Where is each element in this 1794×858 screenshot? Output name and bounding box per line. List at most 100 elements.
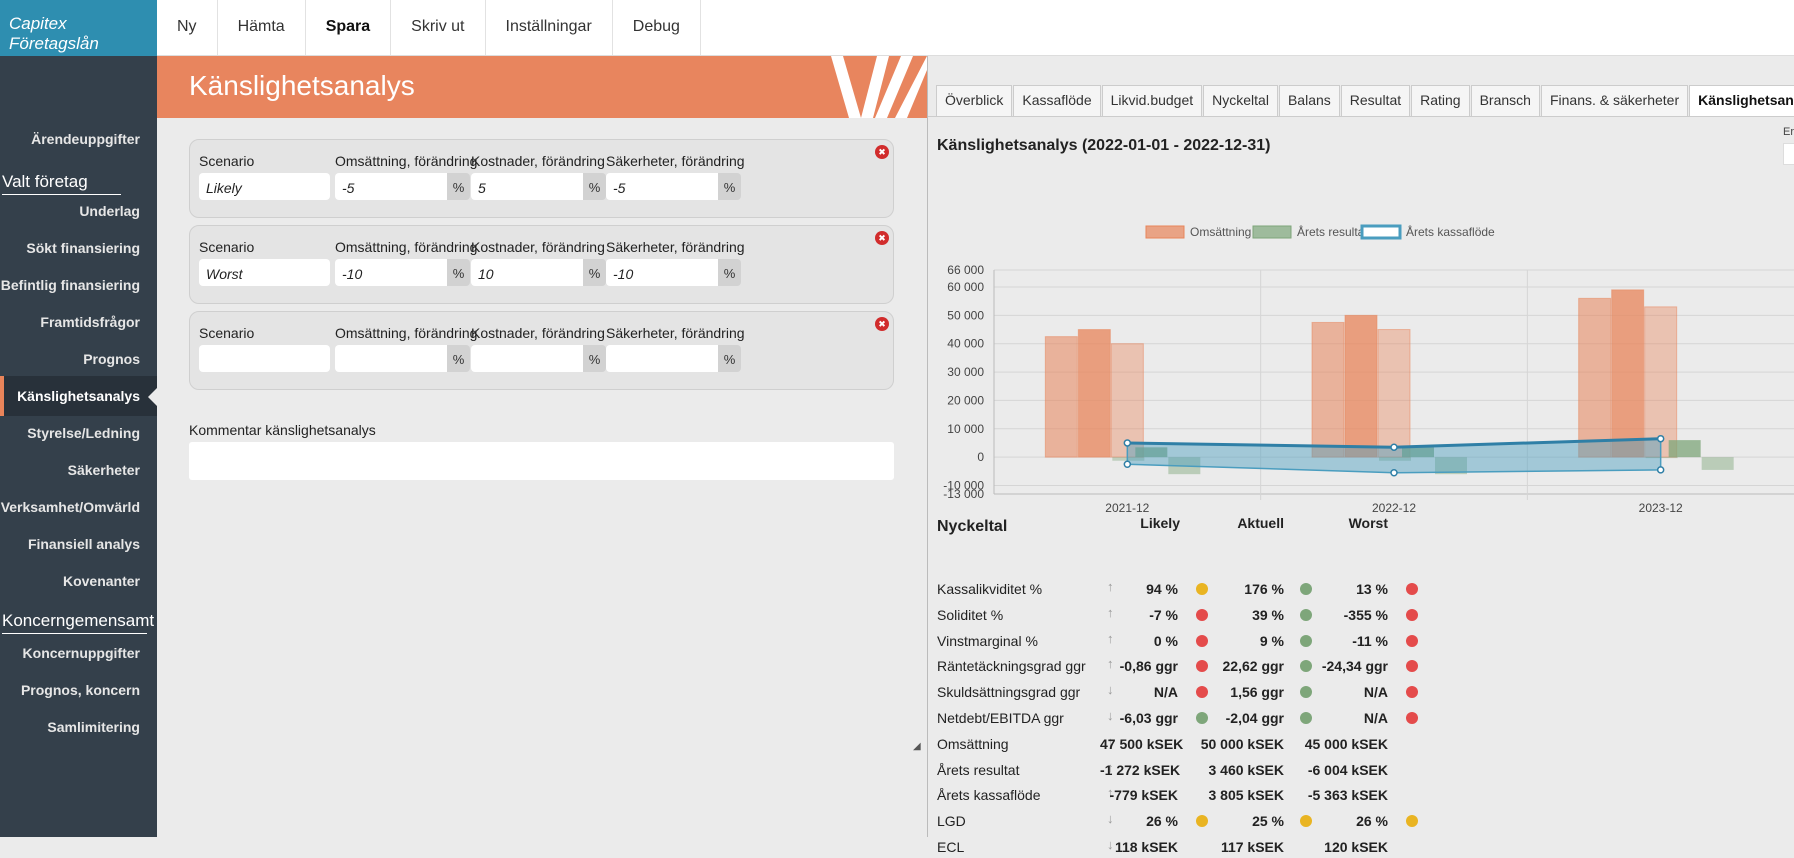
- point-arets-kassaflode: [1390, 443, 1398, 451]
- sakerheter-input[interactable]: -10: [606, 259, 718, 286]
- kpi-name: Omsättning: [937, 735, 1009, 752]
- tab-finans-sakerheter[interactable]: Finans. & säkerheter: [1540, 85, 1689, 116]
- nav-hamta[interactable]: Hämta: [218, 0, 306, 55]
- resize-handle-icon[interactable]: ◢: [913, 741, 921, 752]
- tab-bransch[interactable]: Bransch: [1470, 85, 1540, 116]
- sidebar-section-valt-foretag: Valt företag: [2, 172, 121, 195]
- kostnader-input[interactable]: [471, 345, 583, 372]
- kpi-value: -6,03 ggr: [1119, 710, 1178, 726]
- tab-underline: [928, 116, 1794, 117]
- scenario-name-input[interactable]: [199, 345, 330, 372]
- scenario-panel: Scenario Omsättning, förändring Kostnade…: [157, 118, 927, 837]
- tab-kanslighetsanalys[interactable]: Känslighetsanalys: [1689, 85, 1794, 116]
- scenario-name-input[interactable]: Worst: [199, 259, 330, 286]
- tab-kassaflode[interactable]: Kassaflöde: [1013, 85, 1101, 116]
- nav-debug[interactable]: Debug: [613, 0, 701, 55]
- omsattning-input[interactable]: -10: [335, 259, 447, 286]
- brand-logo[interactable]: Capitex Företagslån: [0, 0, 157, 56]
- sidebar-item-samlimitering[interactable]: Samlimitering: [47, 719, 140, 735]
- percent-addon: %: [718, 345, 741, 372]
- point-arets-kassaflode: [1123, 460, 1132, 468]
- status-dot-icon: [1300, 712, 1312, 724]
- percent-addon: %: [583, 173, 606, 200]
- sidebar-item-kanslighetsanalys[interactable]: Känslighetsanalys: [0, 376, 157, 416]
- bar-arets-resultat: [1135, 447, 1168, 458]
- bar-omsattning: [1077, 329, 1111, 458]
- omsattning-input[interactable]: [335, 345, 447, 372]
- panel-divider[interactable]: [927, 56, 928, 837]
- kpi-col-likely: Likely: [1140, 515, 1180, 531]
- sakerheter-input[interactable]: -5: [606, 173, 718, 200]
- kpi-value: -1 272 kSEK: [1100, 761, 1181, 778]
- status-dot-icon: [1196, 634, 1208, 647]
- tab-nyckeltal[interactable]: Nyckeltal: [1203, 85, 1278, 116]
- trash-icon[interactable]: ✖: [875, 145, 889, 159]
- trash-icon[interactable]: ✖: [875, 317, 889, 331]
- kostnader-label: Kostnader, förändring: [471, 239, 605, 255]
- page-title: Känslighetsanalys: [189, 70, 415, 101]
- sidebar-item-befintlig-finansiering[interactable]: Befintlig finansiering: [0, 277, 140, 293]
- sidebar-item-arendeuppgifter[interactable]: Ärendeuppgifter: [31, 131, 140, 147]
- scenario-label: Scenario: [199, 325, 255, 341]
- comment-textarea[interactable]: [189, 442, 894, 480]
- kpi-row: Omsättning ↑ 47 500 kSEK 50 000 kSEK 45 000 …: [937, 733, 1794, 755]
- arrow-up-icon: ↑: [1107, 785, 1114, 801]
- bar-omsattning: [1611, 289, 1645, 458]
- status-dot-icon: [1300, 815, 1312, 828]
- kpi-value: 25 %: [1252, 813, 1284, 830]
- omsattning-input[interactable]: -5: [335, 173, 447, 200]
- legend-swatch: [1360, 224, 1402, 240]
- arrow-up-icon: ↑: [1107, 579, 1114, 594]
- kpi-value: 118 kSEK: [1114, 839, 1178, 855]
- kpi-row: Årets resultat ↑ -1 272 kSEK 3 460 kSEK -6 0…: [937, 759, 1794, 781]
- sidebar-item-koncernuppgifter[interactable]: Koncernuppgifter: [22, 645, 140, 661]
- sidebar-item-styrelse-ledning[interactable]: Styrelse/Ledning: [27, 425, 140, 441]
- sidebar-item-framtidsfragor[interactable]: Framtidsfrågor: [40, 314, 140, 330]
- omsattning-label: Omsättning, förändring: [335, 153, 478, 169]
- y-tick-label: 50 000: [947, 308, 984, 322]
- bar-omsattning: [1311, 321, 1345, 458]
- banner-logo-icon: [831, 56, 927, 118]
- arrow-up-icon: ↑: [1107, 656, 1114, 672]
- tab-balans[interactable]: Balans: [1278, 85, 1340, 116]
- legend-label: Omsättning: [1190, 225, 1251, 239]
- y-tick-label: 66 000: [947, 263, 984, 277]
- arrow-down-icon: ↓: [1107, 811, 1114, 827]
- sidebar-item-prognos-koncern[interactable]: Prognos, koncern: [20, 682, 140, 698]
- bar-arets-resultat: [1435, 457, 1467, 475]
- legend-label: Årets resultat: [1297, 224, 1368, 239]
- arrow-up-icon: ↑: [1107, 759, 1114, 775]
- tab-resultat[interactable]: Resultat: [1340, 85, 1411, 116]
- sidebar-item-sakerheter[interactable]: Säkerheter: [67, 462, 140, 478]
- sidebar-item-sokt-finansiering[interactable]: Sökt finansiering: [26, 240, 140, 256]
- nav-installningar[interactable]: Inställningar: [486, 0, 613, 55]
- sidebar-item-prognos[interactable]: Prognos: [83, 351, 140, 367]
- nav-ny[interactable]: Ny: [157, 0, 218, 55]
- kpi-value: 26 %: [1146, 813, 1178, 830]
- tab-rating[interactable]: Rating: [1411, 85, 1470, 116]
- tab-overblick[interactable]: Överblick: [936, 85, 1013, 116]
- nav-skriv-ut[interactable]: Skriv ut: [391, 0, 486, 55]
- status-dot-icon: [1196, 686, 1208, 699]
- x-tick-label: 2022-12: [1372, 501, 1416, 512]
- sidebar-item-kovenanter[interactable]: Kovenanter: [62, 573, 140, 589]
- sidebar-item-finansiell-analys[interactable]: Finansiell analys: [27, 536, 140, 552]
- bar-omsattning: [1344, 314, 1378, 458]
- point-arets-kassaflode: [1656, 466, 1665, 474]
- kostnader-input[interactable]: 10: [471, 259, 583, 286]
- er-input[interactable]: [1783, 143, 1794, 165]
- tab-likvid-budget[interactable]: Likvid.budget: [1101, 85, 1203, 116]
- scenario-name-input[interactable]: Likely: [199, 173, 330, 200]
- trash-icon[interactable]: ✖: [875, 231, 889, 245]
- x-tick-label: 2021-12: [1105, 501, 1149, 512]
- y-tick-label: 0: [977, 450, 984, 464]
- kpi-value: 39 %: [1252, 606, 1284, 623]
- nav-spara[interactable]: Spara: [306, 0, 392, 55]
- kpi-value: 1,56 ggr: [1230, 684, 1284, 701]
- sakerheter-input[interactable]: [606, 345, 718, 372]
- kostnader-input[interactable]: 5: [471, 173, 583, 200]
- kpi-value: 45 000 kSEK: [1304, 735, 1388, 752]
- sidebar-item-verksamhet-omvarld[interactable]: Verksamhet/Omvärld: [0, 499, 140, 515]
- kpi-value: 94 %: [1146, 581, 1178, 597]
- sidebar-item-underlag[interactable]: Underlag: [79, 203, 140, 219]
